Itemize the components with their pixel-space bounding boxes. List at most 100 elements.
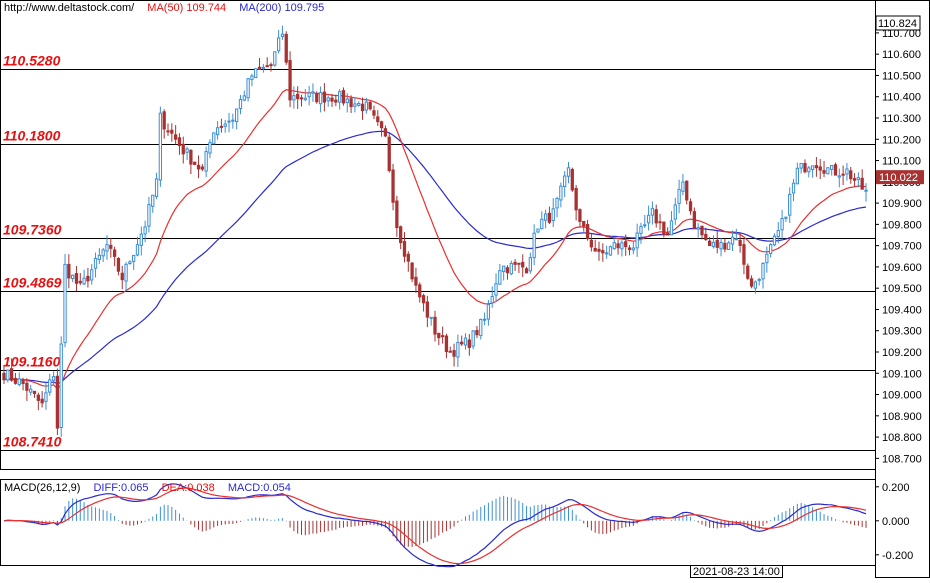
candle xyxy=(536,228,540,234)
candle xyxy=(776,222,780,244)
candle xyxy=(6,369,10,383)
candle xyxy=(311,83,315,102)
candle xyxy=(162,109,166,139)
candle xyxy=(395,195,399,237)
candle xyxy=(494,273,498,302)
candle xyxy=(772,233,777,247)
candle xyxy=(284,31,288,65)
candle xyxy=(29,384,33,396)
candle xyxy=(391,163,395,211)
candle xyxy=(59,336,63,437)
price-tick-label: 109.700 xyxy=(882,241,922,253)
level-label: 109.7360 xyxy=(3,222,62,238)
price-axis-panel xyxy=(875,0,930,578)
candle xyxy=(734,228,738,241)
candle xyxy=(654,204,658,228)
price-axis: 110.700 110.600 110.500 110.400 110.300 110.2… xyxy=(875,28,922,465)
candle xyxy=(379,120,384,137)
candle xyxy=(40,391,44,408)
candle xyxy=(738,232,742,253)
candle xyxy=(471,330,475,350)
moving-averages xyxy=(3,89,867,390)
candle xyxy=(44,382,48,410)
candle xyxy=(452,343,456,367)
candle xyxy=(707,236,712,247)
candle xyxy=(147,196,151,233)
candle xyxy=(448,346,452,353)
candle xyxy=(418,282,422,303)
candle xyxy=(307,85,311,106)
candle xyxy=(433,310,437,342)
price-tick-label: 109.900 xyxy=(882,198,922,210)
candle xyxy=(822,160,826,178)
candle xyxy=(730,230,735,252)
candle xyxy=(849,166,853,184)
candle xyxy=(402,232,407,263)
candle xyxy=(318,86,323,113)
candle xyxy=(200,164,204,172)
current-price-box xyxy=(876,170,924,185)
candle xyxy=(421,293,426,312)
candle xyxy=(593,239,597,252)
candle xyxy=(2,365,6,384)
candle xyxy=(681,174,685,196)
candle xyxy=(338,89,342,110)
macd-params: MACD(26,12,9) xyxy=(4,482,81,494)
price-tick-label: 109.600 xyxy=(882,262,922,274)
candle xyxy=(650,201,655,225)
candle xyxy=(341,87,346,106)
candle xyxy=(677,179,681,214)
candle xyxy=(296,86,300,109)
candle xyxy=(700,225,704,240)
candle xyxy=(837,168,841,188)
macd-diff: DIFF:0.065 xyxy=(93,482,149,494)
candle xyxy=(749,275,754,289)
candle xyxy=(719,237,723,257)
candle xyxy=(143,220,147,243)
price-tick-label: 108.900 xyxy=(882,411,922,423)
candle xyxy=(852,173,857,187)
candle xyxy=(196,155,201,179)
macd-dea-line xyxy=(3,487,867,565)
price-tick-label: 108.800 xyxy=(882,432,922,444)
candle xyxy=(189,149,193,175)
candle xyxy=(71,274,75,283)
candle xyxy=(154,172,159,200)
candle xyxy=(280,25,285,40)
candle xyxy=(238,94,243,115)
candle xyxy=(559,182,563,208)
candle xyxy=(528,252,532,274)
candle xyxy=(51,371,56,386)
candle xyxy=(833,162,838,176)
candle xyxy=(795,162,799,185)
candle xyxy=(90,264,94,285)
price-tick-label: 110.200 xyxy=(882,134,921,146)
candle xyxy=(502,265,506,281)
price-tick-label: 109.300 xyxy=(882,326,922,338)
ma200-label: MA(200) xyxy=(239,2,282,14)
candle xyxy=(139,226,143,256)
ma50-label: MA(50) xyxy=(147,2,184,14)
candle xyxy=(399,225,403,250)
candle xyxy=(570,167,574,192)
candle xyxy=(704,227,708,241)
candle xyxy=(692,207,697,230)
macd-value: MACD:0.054 xyxy=(227,482,291,494)
candle xyxy=(292,86,296,109)
site-url[interactable]: http://www.deltastock.com/ xyxy=(4,2,135,14)
macd-header: MACD(26,12,9) DIFF:0.065 DEA:0.038 MACD:… xyxy=(4,482,301,494)
candle xyxy=(856,172,861,188)
candle xyxy=(830,164,834,176)
candle xyxy=(757,277,761,286)
candle xyxy=(204,146,208,178)
candle xyxy=(482,312,487,326)
candle xyxy=(624,234,628,256)
candle xyxy=(761,262,765,289)
macd-panel xyxy=(0,479,876,566)
candle xyxy=(841,165,845,186)
level-label: 110.5280 xyxy=(3,53,61,69)
candle xyxy=(627,245,632,256)
candle xyxy=(509,260,513,276)
candle xyxy=(303,88,307,102)
candle xyxy=(97,248,101,265)
